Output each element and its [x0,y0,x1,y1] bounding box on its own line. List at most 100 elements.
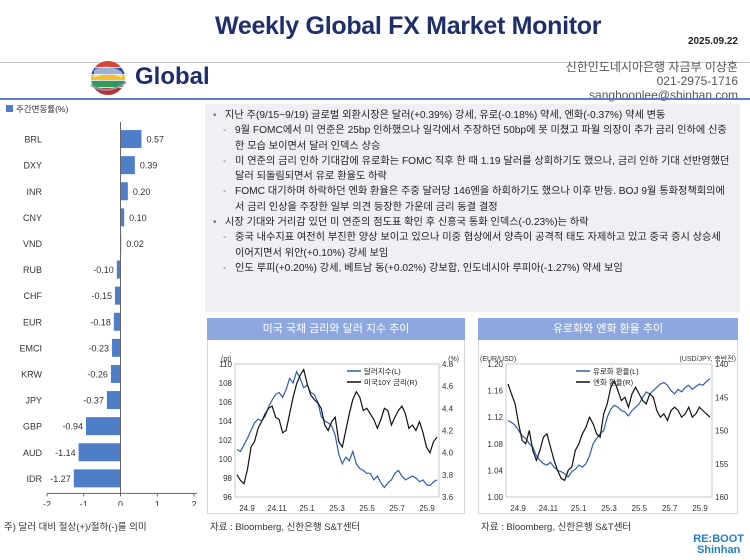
us-rates-dxy-line-chart: (pt) (%) 96 98 100 102 104 106 108 110 3.6 3.8 4.0 4.… [219,356,459,513]
category-label: IDR [27,474,43,484]
x-tick-label: 25.9 [419,504,435,513]
x-tick-label: 24.11 [539,504,559,513]
x-tick-label: -1 [80,499,88,506]
logo-line1: RE:BOOT [693,533,744,545]
series-line-0 [507,378,711,478]
x-tick-label: 25.7 [662,504,678,513]
commentary-bullet: -9월 FOMC에서 미 연준은 25bp 인하했으나 일각에서 주장하던 50… [213,123,732,154]
x-tick-label: 25.1 [571,504,587,513]
series-line-1 [507,379,711,482]
data-label: -0.15 [91,291,112,301]
header-divider [0,62,750,63]
legend-label: 주간변동률(%) [16,104,68,114]
bullet-marker: - [223,125,227,137]
commentary-bullet: - 중국 내수지표 여전히 부진한 양상 보이고 있으나 미중 협상에서 양측이 … [213,230,732,261]
fx-weekly-change-bar-chart: 주간변동률(%) BRL 0.57 DXY 0.39 INR 0.20 CNY 0.10 VND 0… [6,104,197,506]
author-name: 신한인도네시아은행 자금부 이상훈 [565,60,738,74]
bullet-text: 시장 기대와 거리감 있던 미 연준의 점도표 확인 후 신흥국 통화 인덱스(… [225,217,589,229]
data-label: -0.10 [93,265,114,275]
left-unit-label: (pt) [221,356,232,363]
logo-line2: Shinhan [696,544,741,556]
right-tick-label: 3.6 [442,493,454,502]
bar-idr [73,469,121,488]
data-label: -1.14 [55,448,76,458]
right-tick-label: 145 [715,393,729,402]
x-tick-label: 25.1 [299,504,315,513]
bar-rub [116,260,121,279]
panel-box-us-rates [207,340,465,514]
left-tick-label: 100 [219,455,233,464]
bullet-marker: - [223,232,227,244]
shinhan-logo: RE:BOOT Shinhan [693,534,744,556]
category-label: VND [23,239,43,249]
right-tick-label: 4.6 [442,382,454,391]
x-tick-label: 25.5 [359,504,375,513]
data-label: 0.39 [140,161,158,171]
category-label: BRL [24,135,42,145]
left-tick-label: 106 [219,398,233,407]
bullet-text: 9월 FOMC에서 미 연준은 25bp 인하했으나 일각에서 주장하던 50b… [235,125,727,152]
bullet-marker: - [223,262,227,274]
plot-area [505,363,713,498]
data-label: -0.94 [62,422,83,432]
data-label: 0.57 [146,135,164,145]
panel-box-eur-jpy [478,340,738,514]
author-phone: 021-2975-1716 [656,74,738,88]
panel1-source: 자료 : Bloomberg, 신한은행 S&T센터 [210,522,361,533]
x-tick-label: 25.3 [329,504,345,513]
right-tick-label: 150 [715,427,729,436]
data-label: 0.10 [129,213,147,223]
bar-cny [120,208,125,227]
left-tick-label: 96 [223,493,232,502]
author-block: 신한인도네시아은행 자금부 이상훈 021-2975-1716 sanghoon… [566,60,738,102]
bar-chf [114,286,121,305]
series-line-1 [236,367,438,485]
right-tick-label: 3.8 [442,471,454,480]
data-label: -0.37 [83,396,104,406]
market-commentary: • 지난 주(9/15~9/19) 글로벌 외환시장은 달러(+0.39%) 강세… [205,104,740,312]
x-tick-label: 25.3 [601,504,617,513]
category-label: GBP [23,422,42,432]
data-label: -0.26 [87,369,108,379]
bullet-marker: • [213,217,217,229]
category-label: EUR [23,317,43,327]
legend-label: 달러지수(L) [364,367,401,376]
bar-brl [120,130,142,149]
commentary-bullet: • 시장 기대와 거리감 있던 미 연준의 점도표 확인 후 신흥국 통화 인덱스… [213,215,732,230]
legend-swatch [6,105,13,112]
commentary-bullet: -미 연준의 금리 인하 기대감에 유로화는 FOMC 직후 한 때 1.19 … [213,154,732,185]
bullet-text: FOMC 대기하며 하락하던 엔화 환율은 주중 달러당 146엔을 하회하기도… [235,186,725,213]
left-tick-label: 110 [219,360,232,369]
x-tick-label: 24.11 [267,504,287,513]
bar-gbp [85,417,121,436]
x-tick-label: 25.5 [632,504,648,513]
category-label: EMCI [20,343,43,353]
right-tick-label: 160 [715,493,729,502]
eur-jpy-line-chart: (EUR/USD) (USD/JPY, 축반전) 1.00 1.04 1.08 1.12 1… [480,354,736,513]
legend-label: 유로화 환율(L) [593,366,639,376]
panel-title-eur-jpy: 유로화와 엔화 환율 추이 [478,318,738,340]
x-tick-label: 25.9 [692,504,708,513]
right-tick-label: 4.8 [442,360,454,369]
x-tick-label: 24.9 [510,504,526,513]
category-label: JPY [25,396,42,406]
category-label: INR [27,187,43,197]
right-unit-label: (%) [448,356,459,363]
data-label: -0.18 [90,317,111,327]
x-tick-label: 24.9 [239,504,255,513]
right-unit-label: (USD/JPY, 축반전) [679,354,736,363]
left-tick-label: 1.20 [487,360,503,369]
right-tick-label: 155 [715,460,729,469]
bar-dxy [120,156,135,175]
category-label: CNY [23,213,42,223]
bar-krw [110,364,121,383]
commentary-bullet: • 지난 주(9/15~9/19) 글로벌 외환시장은 달러(+0.39%) 강세… [213,108,732,123]
report-title: Weekly Global FX Market Monitor [215,12,602,40]
bullet-marker: - [223,186,227,198]
series-line-0 [236,370,438,489]
legend-label: 미국10Y 금리(R) [364,378,418,387]
x-tick-label: 2 [191,499,196,506]
bar-emci [112,338,121,357]
data-label: -0.23 [89,343,110,353]
x-tick-label: 25.7 [389,504,405,513]
